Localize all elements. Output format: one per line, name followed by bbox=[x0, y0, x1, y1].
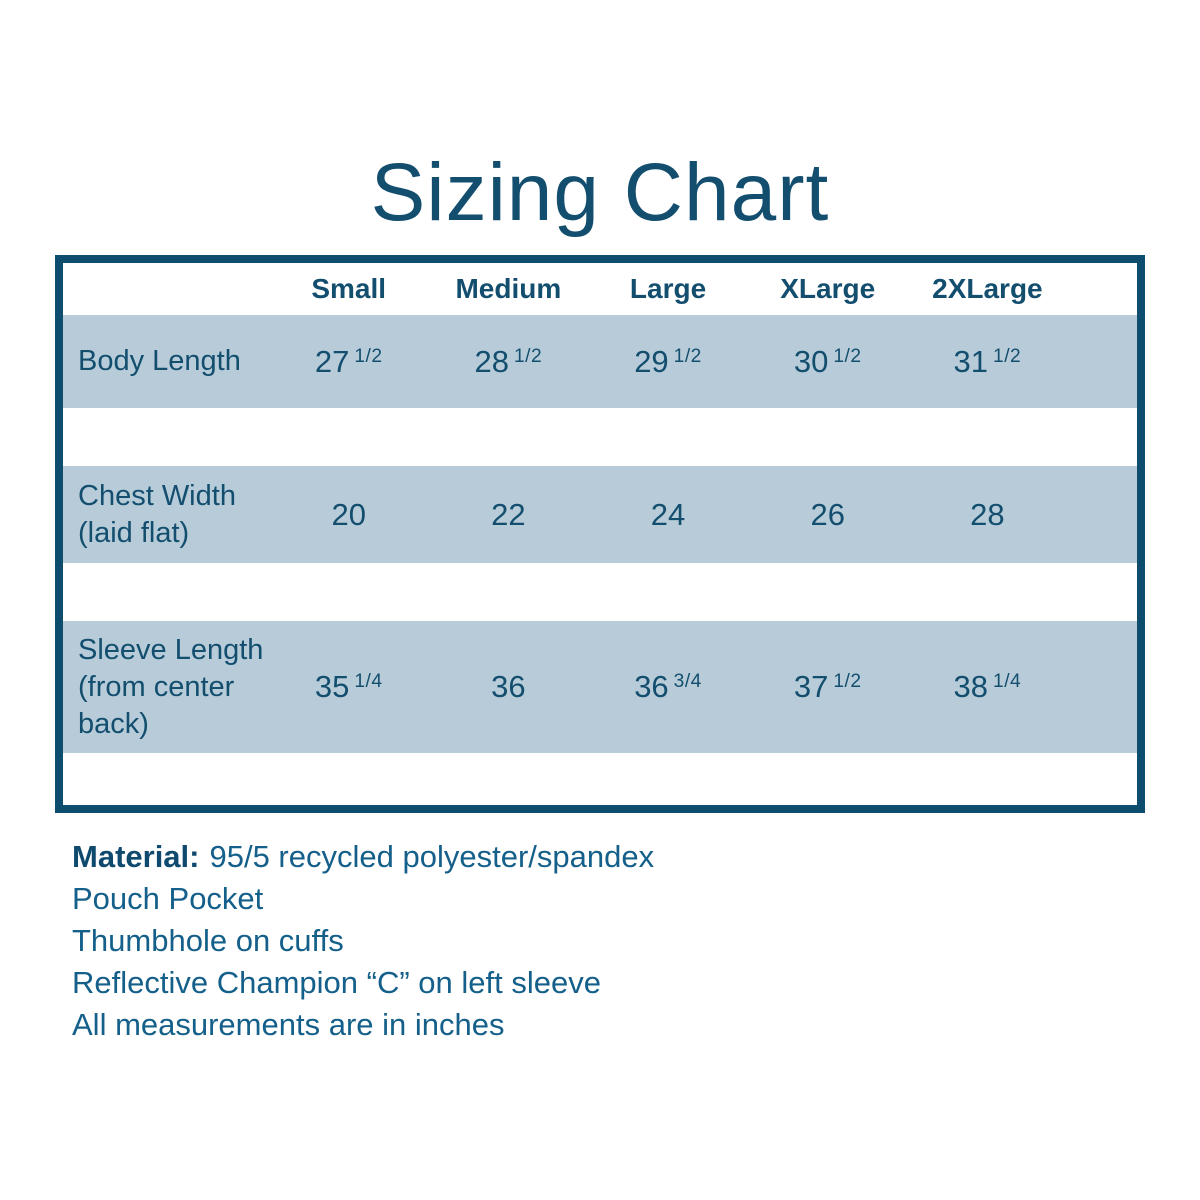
size-value: 27 1/2 bbox=[269, 344, 429, 380]
value-whole: 36 bbox=[491, 669, 526, 704]
value-whole: 28 bbox=[970, 496, 1005, 532]
size-value: 30 1/2 bbox=[748, 344, 908, 380]
size-value: 36 bbox=[429, 669, 589, 705]
size-value: 28 1/2 bbox=[429, 344, 589, 380]
column-header-xlarge: XLarge bbox=[780, 273, 876, 304]
row-label-body-length: Body Length bbox=[78, 345, 241, 377]
table-row-chest-width: Chest Width (laid flat) 20 22 24 26 28 bbox=[63, 466, 1137, 563]
table-header-row: Small Medium Large XLarge 2XLarge bbox=[63, 263, 1137, 315]
value-whole: 36 bbox=[634, 669, 669, 704]
value-fraction: 1/2 bbox=[833, 671, 862, 693]
note-material: Material: 95/5 recycled polyester/spandex bbox=[72, 836, 654, 878]
note-line: Reflective Champion “C” on left sleeve bbox=[72, 965, 601, 1000]
row-spacer bbox=[63, 753, 1137, 805]
column-header-small: Small bbox=[311, 273, 387, 304]
column-header-large: Large bbox=[629, 273, 707, 304]
value-whole: 24 bbox=[650, 496, 686, 532]
size-value: 28 bbox=[908, 497, 1068, 533]
size-value: 37 1/2 bbox=[748, 669, 908, 705]
row-spacer bbox=[63, 563, 1137, 621]
value-whole: 26 bbox=[810, 496, 845, 532]
value-whole: 22 bbox=[491, 496, 526, 532]
page-title: Sizing Chart bbox=[370, 147, 830, 238]
value-fraction: 1/2 bbox=[993, 345, 1022, 367]
value-whole: 31 bbox=[953, 343, 989, 379]
size-value: 24 bbox=[588, 497, 748, 533]
value-whole: 29 bbox=[634, 343, 669, 379]
size-value: 36 3/4 bbox=[588, 669, 748, 705]
note-line: All measurements are in inches bbox=[72, 1007, 505, 1042]
value-fraction: 1/4 bbox=[354, 671, 383, 693]
note-line: Thumbhole on cuffs bbox=[72, 923, 344, 958]
column-header-2xlarge: 2XLarge bbox=[932, 273, 1043, 304]
size-value: 26 bbox=[748, 497, 908, 533]
row-label-sleeve-length: Sleeve Length (from center back) bbox=[78, 633, 264, 740]
value-fraction: 1/2 bbox=[514, 345, 543, 367]
value-whole: 30 bbox=[793, 343, 829, 379]
value-whole: 37 bbox=[793, 669, 829, 704]
table-row-body-length: Body Length 27 1/2 28 1/2 29 1/2 30 1/2 31 1/… bbox=[63, 315, 1137, 408]
value-fraction: 1/2 bbox=[673, 345, 702, 367]
value-whole: 27 bbox=[314, 343, 350, 379]
value-fraction: 1/2 bbox=[354, 345, 383, 367]
size-value: 38 1/4 bbox=[908, 669, 1068, 705]
note-line: Pouch Pocket bbox=[72, 881, 264, 916]
size-value: 20 bbox=[269, 497, 429, 533]
column-header-medium: Medium bbox=[455, 273, 562, 304]
value-fraction: 1/2 bbox=[833, 345, 862, 367]
size-value: 35 1/4 bbox=[269, 669, 429, 705]
material-label: Material: bbox=[72, 839, 200, 874]
material-value: 95/5 recycled polyester/spandex bbox=[209, 839, 655, 874]
value-whole: 28 bbox=[474, 343, 509, 379]
value-whole: 38 bbox=[953, 669, 989, 704]
row-spacer bbox=[63, 408, 1137, 466]
size-value: 31 1/2 bbox=[908, 344, 1068, 380]
row-label-chest-width: Chest Width (laid flat) bbox=[78, 479, 236, 549]
product-notes: Material: 95/5 recycled polyester/spandex… bbox=[72, 836, 654, 1046]
value-whole: 35 bbox=[314, 669, 350, 704]
value-fraction: 3/4 bbox=[673, 671, 702, 693]
value-whole: 20 bbox=[331, 496, 366, 532]
value-fraction: 1/4 bbox=[993, 671, 1022, 693]
table-row-sleeve-length: Sleeve Length (from center back) 35 1/4 3… bbox=[63, 621, 1137, 753]
size-value: 29 1/2 bbox=[588, 344, 748, 380]
size-value: 22 bbox=[429, 497, 589, 533]
sizing-table: Small Medium Large XLarge 2XLarge Body L… bbox=[55, 255, 1145, 813]
